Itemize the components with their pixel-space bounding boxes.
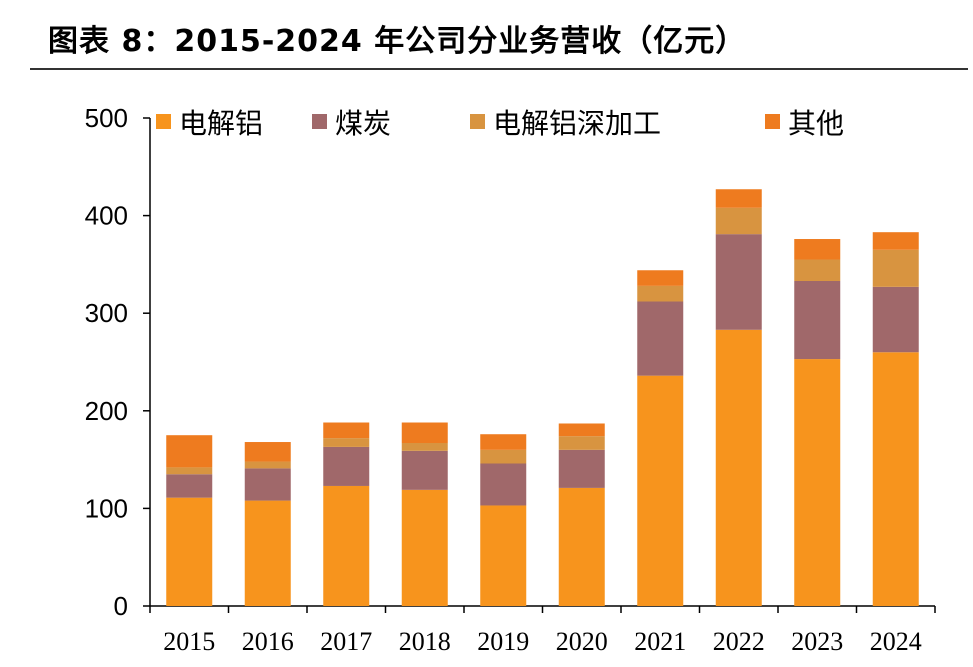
bar-segment-2017-0 (323, 485, 370, 606)
legend-label: 电解铝 (179, 107, 263, 140)
bar-segment-2024-1 (872, 286, 919, 353)
x-tick-label: 2017 (320, 627, 372, 656)
bar-segment-2015-0 (166, 497, 213, 606)
bar-segment-2017-3 (323, 422, 370, 439)
bar-segment-2020-1 (558, 449, 605, 488)
legend-swatch (312, 114, 327, 129)
y-tick-label: 100 (85, 493, 128, 523)
bar-segment-2019-0 (480, 505, 527, 606)
x-tick-label: 2020 (556, 627, 608, 656)
legend-label: 电解铝深加工 (493, 107, 661, 140)
x-tick-label: 2018 (399, 627, 451, 656)
bar-segment-2020-0 (558, 487, 605, 606)
bar-segment-2017-2 (323, 438, 370, 447)
bar-segment-2024-2 (872, 249, 919, 287)
bar-segment-2020-3 (558, 423, 605, 437)
y-tick-label: 300 (85, 298, 128, 328)
bar-segment-2015-3 (166, 435, 213, 468)
bar-segment-2021-2 (637, 285, 684, 302)
legend-swatch (156, 114, 171, 129)
chart-title: 图表 8：2015-2024 年公司分业务营收（亿元） (48, 24, 747, 59)
bar-segment-2018-1 (401, 450, 448, 490)
bar-segment-2023-1 (794, 280, 841, 360)
bar-segment-2024-3 (872, 232, 919, 250)
x-tick-label: 2019 (477, 627, 529, 656)
bar-segment-2024-0 (872, 352, 919, 606)
bar-segment-2019-2 (480, 449, 527, 464)
bars (166, 189, 919, 606)
x-tick-label: 2023 (791, 627, 843, 656)
bar-segment-2022-2 (715, 207, 762, 235)
y-tick-label: 200 (85, 396, 128, 426)
bar-segment-2023-3 (794, 239, 841, 260)
bar-segment-2023-2 (794, 259, 841, 281)
bar-segment-2022-0 (715, 329, 762, 606)
x-tick-label: 2024 (870, 627, 922, 656)
bar-segment-2022-3 (715, 189, 762, 208)
y-tick-label: 0 (114, 591, 128, 621)
bar-segment-2019-1 (480, 463, 527, 506)
bar-segment-2015-2 (166, 467, 213, 475)
bar-segment-2015-1 (166, 474, 213, 498)
bar-segment-2017-1 (323, 446, 370, 486)
bar-segment-2018-0 (401, 489, 448, 606)
bar-segment-2018-2 (401, 443, 448, 451)
bar-segment-2021-3 (637, 270, 684, 286)
x-tick-label: 2021 (634, 627, 686, 656)
bar-segment-2016-3 (244, 442, 291, 462)
bar-segment-2019-3 (480, 434, 527, 450)
bar-segment-2018-3 (401, 422, 448, 444)
bar-segment-2020-2 (558, 436, 605, 450)
bar-segment-2016-1 (244, 468, 291, 501)
bar-segment-2021-1 (637, 301, 684, 376)
bar-segment-2016-0 (244, 500, 291, 606)
legend-label: 其他 (788, 107, 844, 140)
bar-segment-2016-2 (244, 461, 291, 469)
y-tick-label: 500 (85, 103, 128, 133)
legend-swatch (765, 114, 780, 129)
y-tick-label: 400 (85, 201, 128, 231)
bar-segment-2023-0 (794, 359, 841, 606)
legend: 电解铝 煤炭 电解铝深加工 其他 (156, 107, 844, 140)
x-tick-label: 2015 (163, 627, 215, 656)
legend-label: 煤炭 (335, 107, 391, 140)
x-tick-label: 2016 (242, 627, 294, 656)
x-tick-label: 2022 (713, 627, 765, 656)
legend-swatch (470, 114, 485, 129)
bar-segment-2022-1 (715, 234, 762, 330)
bar-segment-2021-0 (637, 375, 684, 606)
title-rule (30, 68, 968, 70)
